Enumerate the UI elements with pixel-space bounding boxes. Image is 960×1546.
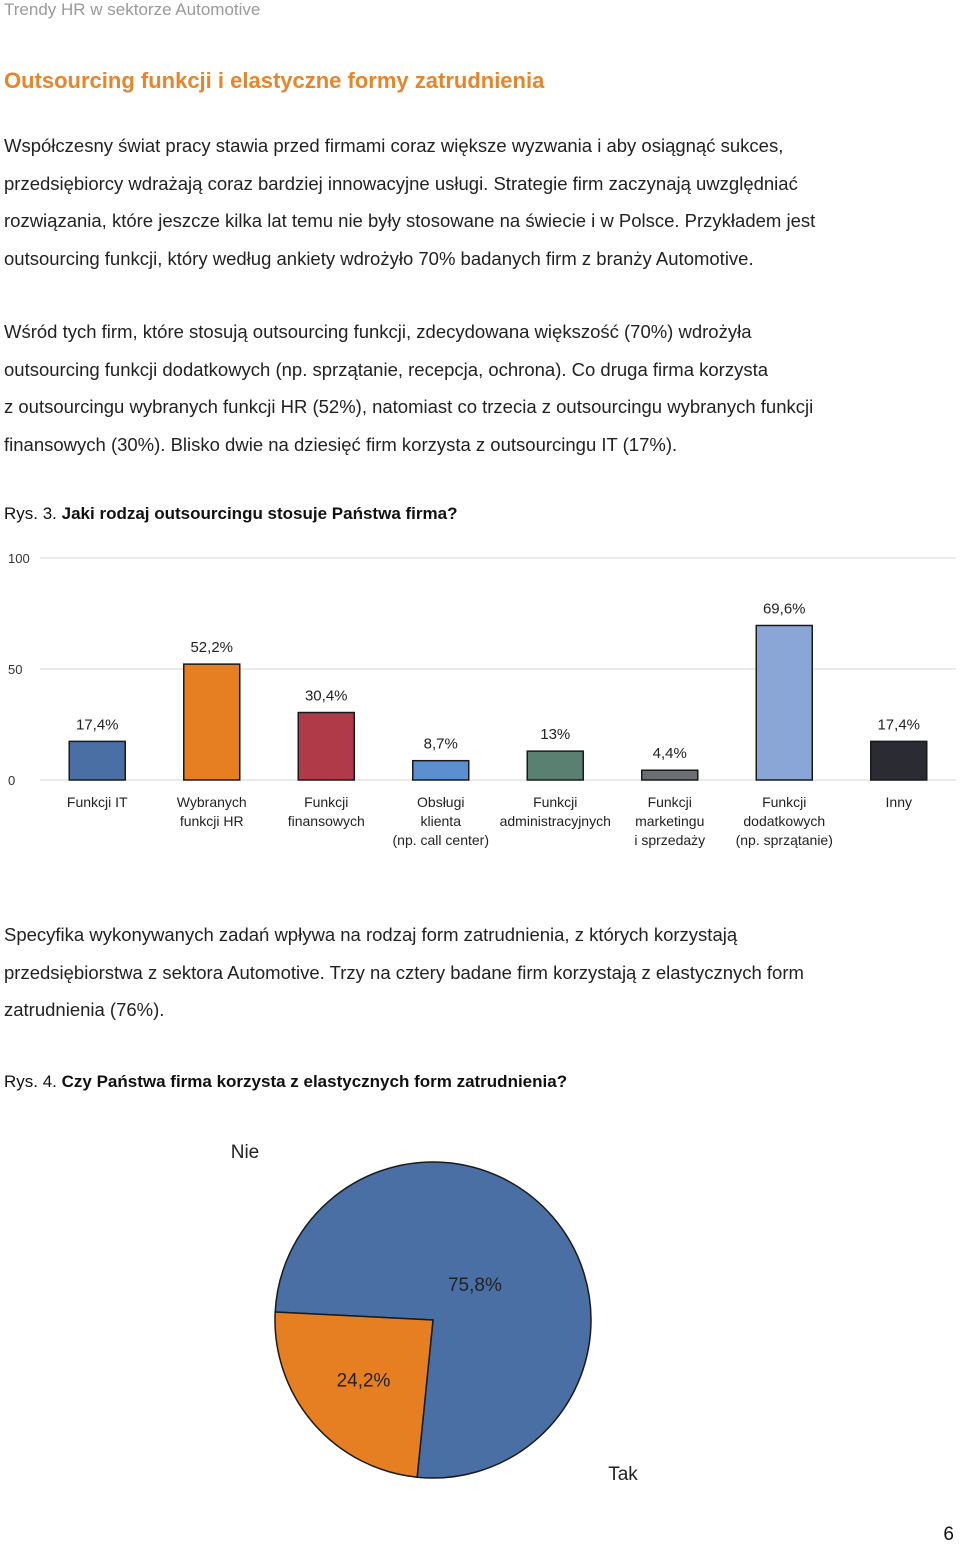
- bar-value-label: 30,4%: [305, 688, 348, 705]
- x-tick-label: klienta: [421, 813, 462, 829]
- bar-value-label: 13%: [540, 726, 570, 743]
- bar: [755, 624, 813, 781]
- pie-slice: [274, 1311, 434, 1479]
- bar-value-label: 52,2%: [190, 639, 233, 656]
- figure-4-label: Rys. 4.: [4, 1072, 57, 1091]
- figure-4-caption: Rys. 4. Czy Państwa firma korzysta z ela…: [4, 1072, 567, 1092]
- bar: [183, 663, 241, 781]
- page-number: 6: [943, 1524, 954, 1545]
- y-tick-label: 0: [8, 773, 15, 788]
- paragraph-line: outsourcing funkcji dodatkowych (np. spr…: [4, 358, 769, 380]
- pie-category-label: Tak: [608, 1464, 638, 1485]
- paragraph-line: Współczesny świat pracy stawia przed fir…: [4, 135, 784, 156]
- bar-value-label: 4,4%: [653, 745, 687, 762]
- pie-value-label: 24,2%: [337, 1371, 391, 1392]
- x-tick-label: Obsługi: [417, 794, 464, 810]
- paragraph-intro: Współczesny świat pracy stawia przed fir…: [4, 127, 954, 277]
- paragraph-line: outsourcing funkcji, który według ankiet…: [4, 247, 754, 269]
- paragraph-employment: Specyfika wykonywanych zadań wpływa na r…: [4, 916, 954, 1029]
- paragraph-line: Specyfika wykonywanych zadań wpływa na r…: [4, 924, 738, 945]
- figure-4-title: Czy Państwa firma korzysta z elastycznyc…: [61, 1072, 568, 1091]
- x-tick-label: Funkcji: [533, 794, 577, 810]
- bar-chart: 0 50 100 17,4% Funkcji IT 52,2% Wybranych funkc…: [8, 551, 956, 848]
- bar-value-label: 17,4%: [76, 716, 119, 733]
- x-tick-label: dodatkowych: [743, 813, 825, 829]
- bar: [68, 740, 126, 781]
- bar-value-label: 8,7%: [424, 736, 458, 753]
- paragraph-line: przedsiębiorstwa z sektora Automotive. T…: [4, 961, 804, 983]
- bar-value-label: 69,6%: [763, 600, 806, 617]
- x-tick-label: (np. call center): [393, 832, 489, 848]
- paragraph-line: z outsourcingu wybranych funkcji HR (52%…: [4, 396, 814, 417]
- y-tick-label: 50: [8, 662, 22, 677]
- x-tick-label: Funkcji: [648, 794, 692, 810]
- x-tick-label: i sprzedaży: [634, 832, 705, 848]
- x-tick-label: Funkcji: [304, 794, 348, 810]
- figure-3-caption: Rys. 3. Jaki rodzaj outsourcingu stosuje…: [4, 504, 457, 524]
- section-title: Outsourcing funkcji i elastyczne formy z…: [4, 68, 545, 93]
- x-tick-label: Wybranych: [177, 794, 247, 810]
- y-tick-label: 100: [8, 551, 30, 566]
- running-head: Trendy HR w sektorze Automotive: [4, 0, 261, 19]
- paragraph-line: zatrudnienia (76%).: [4, 999, 165, 1020]
- x-tick-label: Funkcji: [762, 794, 806, 810]
- bar: [526, 750, 584, 781]
- pie-value-label: 75,8%: [448, 1275, 502, 1296]
- bar: [297, 711, 355, 781]
- bar: [870, 740, 928, 781]
- paragraph-line: finansowych (30%). Blisko dwie na dziesi…: [4, 433, 678, 455]
- x-tick-label: (np. sprzątanie): [736, 832, 833, 848]
- x-tick-label: administracyjnych: [500, 813, 611, 829]
- bar: [412, 759, 470, 781]
- pie-category-label: Nie: [231, 1142, 260, 1163]
- x-tick-label: Funkcji IT: [67, 794, 128, 810]
- paragraph-outsourcing: Wśród tych firm, które stosują outsourci…: [4, 313, 954, 463]
- pie-chart: 75,8% Tak 24,2% Nie: [231, 1142, 639, 1485]
- x-tick-label: marketingu: [635, 813, 704, 829]
- x-tick-label: funkcji HR: [180, 813, 244, 829]
- figure-3-title: Jaki rodzaj outsourcingu stosuje Państwa…: [61, 504, 458, 523]
- x-tick-label: finansowych: [288, 813, 365, 829]
- figure-3-label: Rys. 3.: [4, 504, 57, 523]
- paragraph-line: rozwiązania, które jeszcze kilka lat tem…: [4, 210, 816, 231]
- paragraph-line: Wśród tych firm, które stosują outsourci…: [4, 321, 752, 342]
- x-tick-label: Inny: [886, 794, 912, 810]
- paragraph-line: przedsiębiorcy wdrażają coraz bardziej i…: [4, 172, 798, 194]
- bar: [641, 769, 699, 781]
- bar-value-label: 17,4%: [877, 716, 920, 733]
